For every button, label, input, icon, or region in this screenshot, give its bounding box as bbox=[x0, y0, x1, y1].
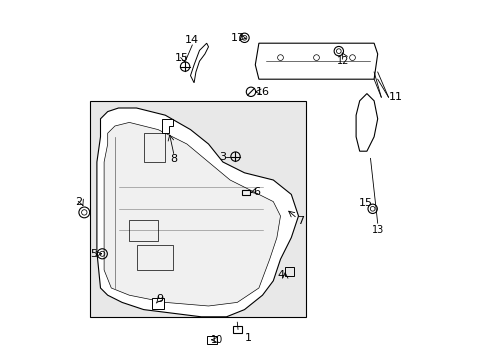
Polygon shape bbox=[355, 94, 377, 151]
Text: 7: 7 bbox=[296, 216, 303, 226]
Polygon shape bbox=[104, 122, 280, 306]
Polygon shape bbox=[162, 119, 172, 133]
FancyBboxPatch shape bbox=[152, 298, 164, 309]
Bar bbox=[136, 245, 172, 270]
Text: 3: 3 bbox=[219, 152, 226, 162]
Text: 5: 5 bbox=[90, 249, 97, 259]
FancyBboxPatch shape bbox=[89, 101, 305, 317]
Text: 8: 8 bbox=[170, 154, 178, 164]
Text: 12: 12 bbox=[337, 56, 349, 66]
Polygon shape bbox=[97, 108, 298, 317]
Text: 13: 13 bbox=[371, 225, 383, 235]
Text: 11: 11 bbox=[388, 92, 402, 102]
Bar bbox=[129, 220, 158, 241]
Text: 9: 9 bbox=[156, 294, 163, 304]
Text: 15: 15 bbox=[174, 53, 188, 63]
Text: 15: 15 bbox=[359, 198, 372, 208]
Bar bbox=[206, 336, 216, 344]
Text: 16: 16 bbox=[255, 87, 269, 97]
Polygon shape bbox=[255, 43, 377, 79]
Text: 6: 6 bbox=[253, 186, 260, 197]
Text: 2: 2 bbox=[75, 197, 82, 207]
Text: 4: 4 bbox=[276, 270, 284, 280]
Text: 17: 17 bbox=[231, 33, 245, 43]
Bar bbox=[285, 267, 293, 276]
Text: 1: 1 bbox=[244, 333, 251, 343]
Text: 14: 14 bbox=[185, 35, 199, 45]
Text: 10: 10 bbox=[211, 335, 223, 345]
Bar bbox=[143, 133, 165, 162]
Polygon shape bbox=[190, 43, 208, 83]
